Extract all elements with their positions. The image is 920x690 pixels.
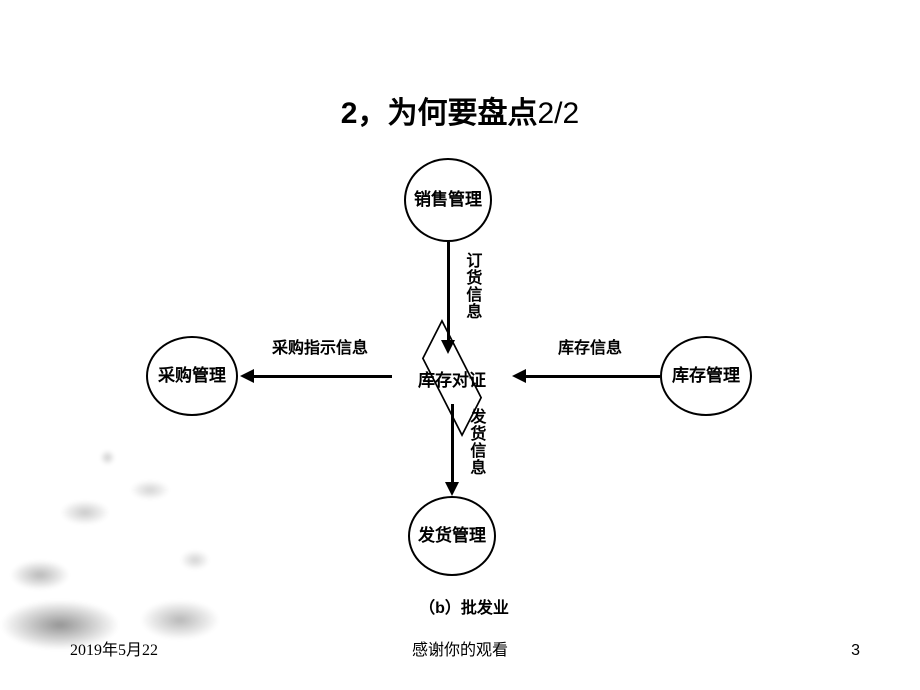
node-sales-mgmt: 销售管理 [404, 158, 492, 242]
edge-label-order-info: 订货信息 [462, 252, 480, 320]
arrowhead-down-icon [441, 340, 455, 354]
scan-smudge [60, 500, 110, 525]
edge-center-left [252, 375, 392, 378]
scan-smudge [140, 600, 220, 640]
node-label: 采购管理 [158, 367, 226, 386]
node-label: 销售管理 [414, 191, 482, 210]
scan-smudge [10, 560, 70, 590]
node-label: 发货管理 [418, 527, 486, 546]
edge-label-shipping-info: 发货信息 [466, 408, 484, 476]
arrowhead-left-icon [240, 369, 254, 383]
edge-top-center [447, 242, 450, 342]
footer-page-number: 3 [851, 642, 860, 660]
footer-thanks: 感谢你的观看 [0, 636, 920, 660]
edge-label-purchase-info: 采购指示信息 [272, 340, 368, 358]
diagram-caption: （b）批发业 [404, 594, 524, 618]
edge-label-inventory-info: 库存信息 [558, 340, 622, 358]
arrowhead-down-icon [445, 482, 459, 496]
node-shipping-mgmt: 发货管理 [408, 496, 496, 576]
node-label: 库存对证 [418, 366, 486, 391]
node-inventory-verify: 库存对证 [392, 353, 512, 403]
edge-right-center [524, 375, 660, 378]
node-label: 库存管理 [672, 367, 740, 386]
arrowhead-left-icon [512, 369, 526, 383]
edge-center-bottom [451, 404, 454, 484]
scan-smudge [180, 550, 210, 570]
node-inventory-mgmt: 库存管理 [660, 336, 752, 416]
scan-smudge [130, 480, 170, 500]
node-purchase-mgmt: 采购管理 [146, 336, 238, 416]
scan-smudge [100, 450, 115, 465]
flowchart-diagram: 销售管理 采购管理 库存管理 发货管理 库存对证 订货信息 采购指示信息 库存信… [0, 0, 920, 690]
